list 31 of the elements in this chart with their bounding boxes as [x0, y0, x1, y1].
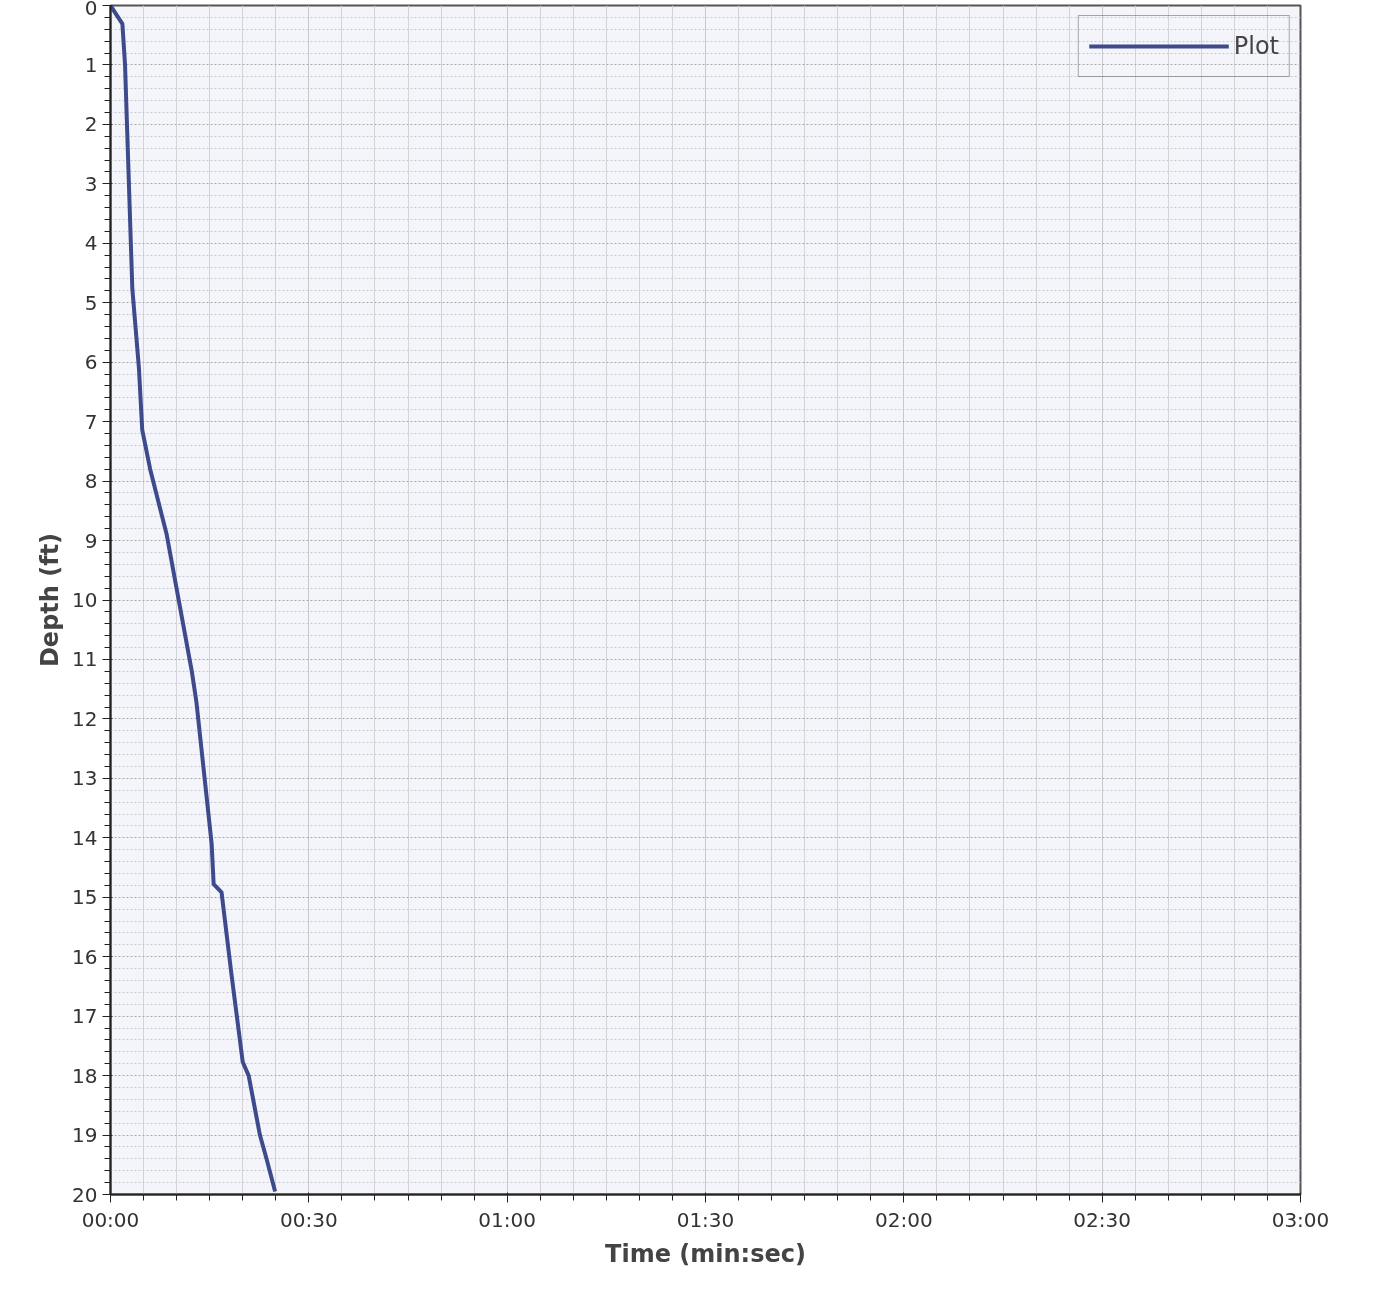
x-tick-label: 00:30: [280, 1207, 338, 1232]
y-tick-label: 18: [72, 1063, 98, 1088]
y-tick-label: 4: [84, 231, 98, 256]
y-tick-label: 12: [72, 706, 98, 731]
y-tick-label: 2: [84, 112, 98, 137]
x-axis-title: Time (min:sec): [605, 1239, 806, 1268]
x-tick-label: 02:30: [1073, 1207, 1131, 1232]
y-tick-label: 3: [84, 171, 98, 196]
y-tick-label: 14: [72, 825, 98, 850]
text: Plot: [1233, 32, 1279, 60]
y-tick-label: 0: [84, 0, 98, 20]
y-tick-label: 11: [72, 647, 98, 672]
y-tick-label: 7: [84, 409, 98, 434]
y-axis-title: Depth (ft): [36, 532, 65, 668]
x-tick-label: 03:00: [1271, 1207, 1330, 1232]
y-tick-label: 13: [72, 766, 98, 791]
y-tick-label: 20: [72, 1182, 98, 1207]
x-tick-label: 00:00: [81, 1207, 140, 1232]
y-tick-label: 1: [84, 52, 98, 77]
x-tick-label: 02:00: [875, 1207, 933, 1232]
y-tick-label: 8: [84, 469, 98, 494]
y-tick-label: 6: [84, 350, 98, 375]
y-tick-label: 16: [72, 944, 98, 969]
y-tick-label: 19: [72, 1123, 98, 1148]
y-tick-label: 9: [84, 528, 98, 553]
x-tick-label: 01:30: [676, 1207, 735, 1232]
y-tick-label: 5: [84, 290, 98, 315]
y-tick-label: 15: [72, 885, 98, 910]
y-tick-label: 17: [72, 1004, 98, 1029]
x-tick-label: 01:00: [478, 1207, 536, 1232]
y-tick-label: 10: [72, 588, 98, 612]
